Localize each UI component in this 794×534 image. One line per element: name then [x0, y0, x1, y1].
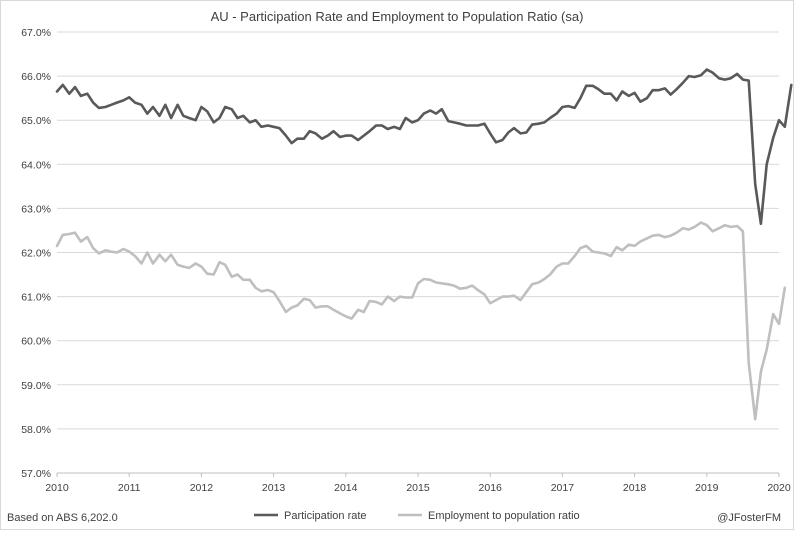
y-tick-label: 59.0% — [21, 380, 51, 392]
x-tick-label: 2013 — [262, 482, 286, 494]
x-tick-label: 2015 — [406, 482, 430, 494]
x-tick-label: 2012 — [190, 482, 214, 494]
series-line — [55, 68, 793, 226]
y-tick-label: 61.0% — [21, 292, 51, 304]
x-tick-label: 2014 — [334, 482, 358, 494]
x-tick-label: 2018 — [623, 482, 647, 494]
legend: Participation rate Employment to populati… — [254, 510, 580, 522]
x-tick-label: 2020 — [767, 482, 791, 494]
y-tick-label: 67.0% — [21, 27, 51, 39]
source-note: Based on ABS 6,202.0 — [7, 512, 118, 524]
chart-title: AU - Participation Rate and Employment t… — [211, 9, 584, 24]
x-tick-label: 2017 — [551, 482, 575, 494]
y-tick-label: 60.0% — [21, 336, 51, 348]
y-tick-label: 57.0% — [21, 468, 51, 480]
x-tick-label: 2016 — [479, 482, 503, 494]
author-note: @JFosterFM — [717, 512, 781, 524]
x-axis: 2010 2011 2012 2013 2014 2015 2016 2017 2018 2019… — [45, 472, 791, 494]
y-axis-tick-labels: 57.0% 58.0% 59.0% 60.0% 61.0% 62.0% 63.0% 64.0%… — [21, 27, 51, 480]
y-tick-label: 58.0% — [21, 424, 51, 436]
y-tick-label: 63.0% — [21, 203, 51, 215]
x-tick-label: 2019 — [695, 482, 719, 494]
legend-label: Participation rate — [284, 510, 367, 522]
y-tick-label: 62.0% — [21, 248, 51, 260]
x-tick-label: 2011 — [118, 482, 141, 494]
y-tick-label: 64.0% — [21, 159, 51, 171]
series-lines — [55, 68, 793, 421]
legend-label: Employment to population ratio — [428, 510, 580, 522]
y-tick-label: 65.0% — [21, 115, 51, 127]
x-tick-label: 2010 — [45, 482, 69, 494]
series-line — [55, 221, 787, 421]
gridlines — [57, 31, 779, 474]
y-tick-label: 66.0% — [21, 71, 51, 83]
